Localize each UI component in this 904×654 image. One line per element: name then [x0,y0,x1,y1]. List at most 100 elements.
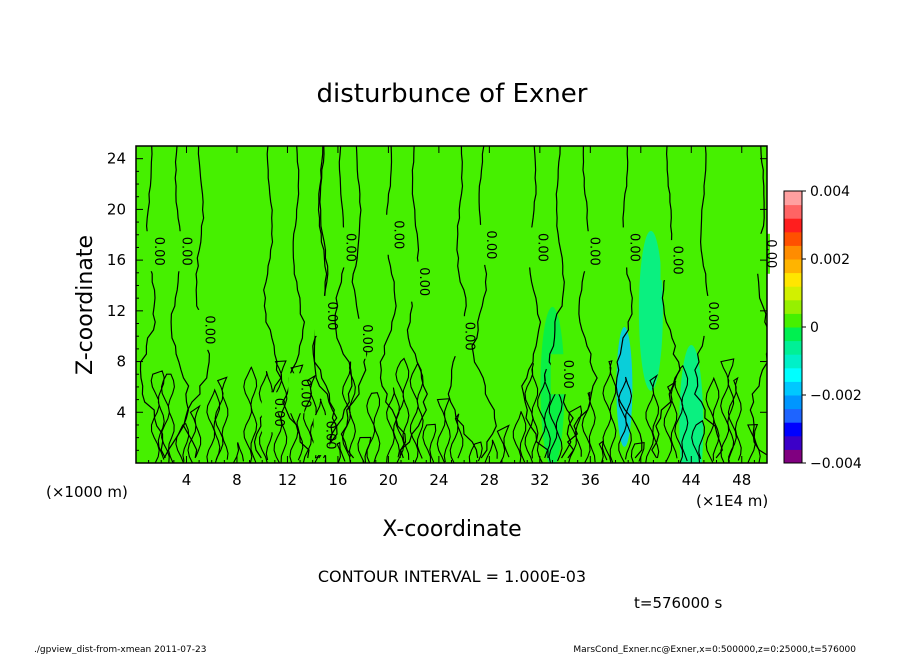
low-level-contour [187,404,202,463]
contour-label-bg [192,309,209,350]
contour-label: 0.00 [535,233,550,262]
zero-contour-line [163,146,190,459]
low-level-contour [395,357,410,463]
plot-background [136,146,767,463]
zero-contour-line [521,146,549,459]
colorbar-cell [784,381,802,396]
contour-label: 0.00 [461,322,476,351]
contour-label-bg [261,392,278,433]
x-tick-label: 16 [328,471,347,489]
contour-label: 0.00 [763,239,778,268]
low-level-contour [449,413,464,463]
low-level-contour [496,424,510,463]
contour-label: 0.00 [323,421,338,450]
low-level-contour [232,442,245,463]
y-tick-label: 4 [116,403,126,421]
low-level-contour [422,423,437,463]
contour-label: 0.00 [627,233,642,262]
low-level-contour [630,441,645,463]
colorbar-cell [784,395,802,410]
low-level-contour [617,376,633,463]
colorbar-labels: 0.004 0.002 0 −0.002 −0.004 [802,184,862,472]
zero-contour-line [183,146,211,459]
low-level-contour [663,380,678,463]
colorbar: 0.004 0.002 0 −0.002 −0.004 [783,184,862,472]
x-tick-label: 24 [429,471,448,489]
contour-label: 0.00 [343,233,358,262]
contour-label: 0.00 [416,267,431,296]
low-level-contour [273,360,288,463]
contour-label: 0.00 [483,230,498,259]
low-level-contour [289,364,304,463]
y-tick-label: 12 [107,302,126,320]
colorbar-cell [784,299,802,314]
x-unit-right: (×1E4 m) [696,492,768,510]
contour-label-bg [406,261,423,302]
contour-label: 0.00 [391,220,406,249]
contour-label: 0.00 [151,237,166,266]
colorbar-cell [784,367,802,382]
contour-label-bg [381,214,398,255]
contour-label: 0.00 [586,237,601,266]
x-tick-label: 36 [581,471,600,489]
contour-label-bg [288,373,305,414]
x-tick-label: 28 [480,471,499,489]
contour-label-bg [169,231,186,272]
colorbar-cell [784,259,802,274]
contour-label: 0.00 [670,246,685,275]
plot-area: 0.00 0.00 0.00 0.00 0.00 0.00 0.00 0.00 0.00 0.00… [107,145,778,489]
low-level-contour [581,391,596,463]
x-axis-title: X-coordinate [382,517,521,542]
y-tick-label: 16 [107,251,126,269]
contour-label-bg [753,233,770,274]
colorbar-label: −0.002 [810,388,862,404]
colorbar-cell [784,231,802,246]
contour-label: 0.00 [179,237,194,266]
low-level-contour [512,411,527,463]
y-tick-label: 20 [107,200,126,218]
contour-label: 0.00 [324,301,339,330]
colorbar-cell [784,245,802,260]
colorbar-cell [784,340,802,355]
y-axis-title: Z-coordinate [73,235,98,375]
x-tick-label: 4 [182,471,192,489]
contour-label-bg [550,354,567,395]
colorbar-cell [784,408,802,423]
x-tick-label: 8 [232,471,242,489]
y-tick-label: 8 [116,353,126,371]
low-level-contour [568,405,583,463]
colorbar-cells [784,191,802,464]
zero-contour-line [471,146,497,459]
y-axis: 4 8 12 16 20 24 [107,150,767,451]
zero-contour-line [651,146,681,459]
x-tick-label: 32 [530,471,549,489]
zero-contour-line [615,146,643,459]
colorbar-label: 0.002 [810,252,850,268]
zero-contour-line [322,146,353,459]
contour-label-bg [617,227,634,268]
contour-label-bg [141,231,158,272]
y-tick-label: 24 [107,150,126,168]
contour-label-bg [695,295,712,336]
colorbar-cell [784,435,802,450]
negative-anomaly-patch [638,230,663,391]
colorbar-cell [784,191,802,206]
colorbar-cell [784,286,802,301]
colorbar-cell [784,422,802,437]
colorbar-label: −0.004 [810,456,862,472]
low-level-contour [409,362,424,463]
low-level-contour [705,376,720,463]
x-unit-left: (×1000 m) [46,483,128,501]
low-level-contour [747,424,761,463]
colorbar-cell [784,449,802,464]
low-level-contour [336,441,346,463]
contour-interval-label: CONTOUR INTERVAL = 1.000E-03 [318,567,586,586]
low-level-contour [366,392,381,463]
colorbar-cell [784,218,802,233]
colorbar-cell [784,313,802,328]
colorbar-label: 0 [810,320,819,336]
colorbar-cell [784,204,802,219]
time-label: t=576000 s [634,594,722,612]
x-tick-label: 20 [379,471,398,489]
colorbar-cell [784,272,802,287]
